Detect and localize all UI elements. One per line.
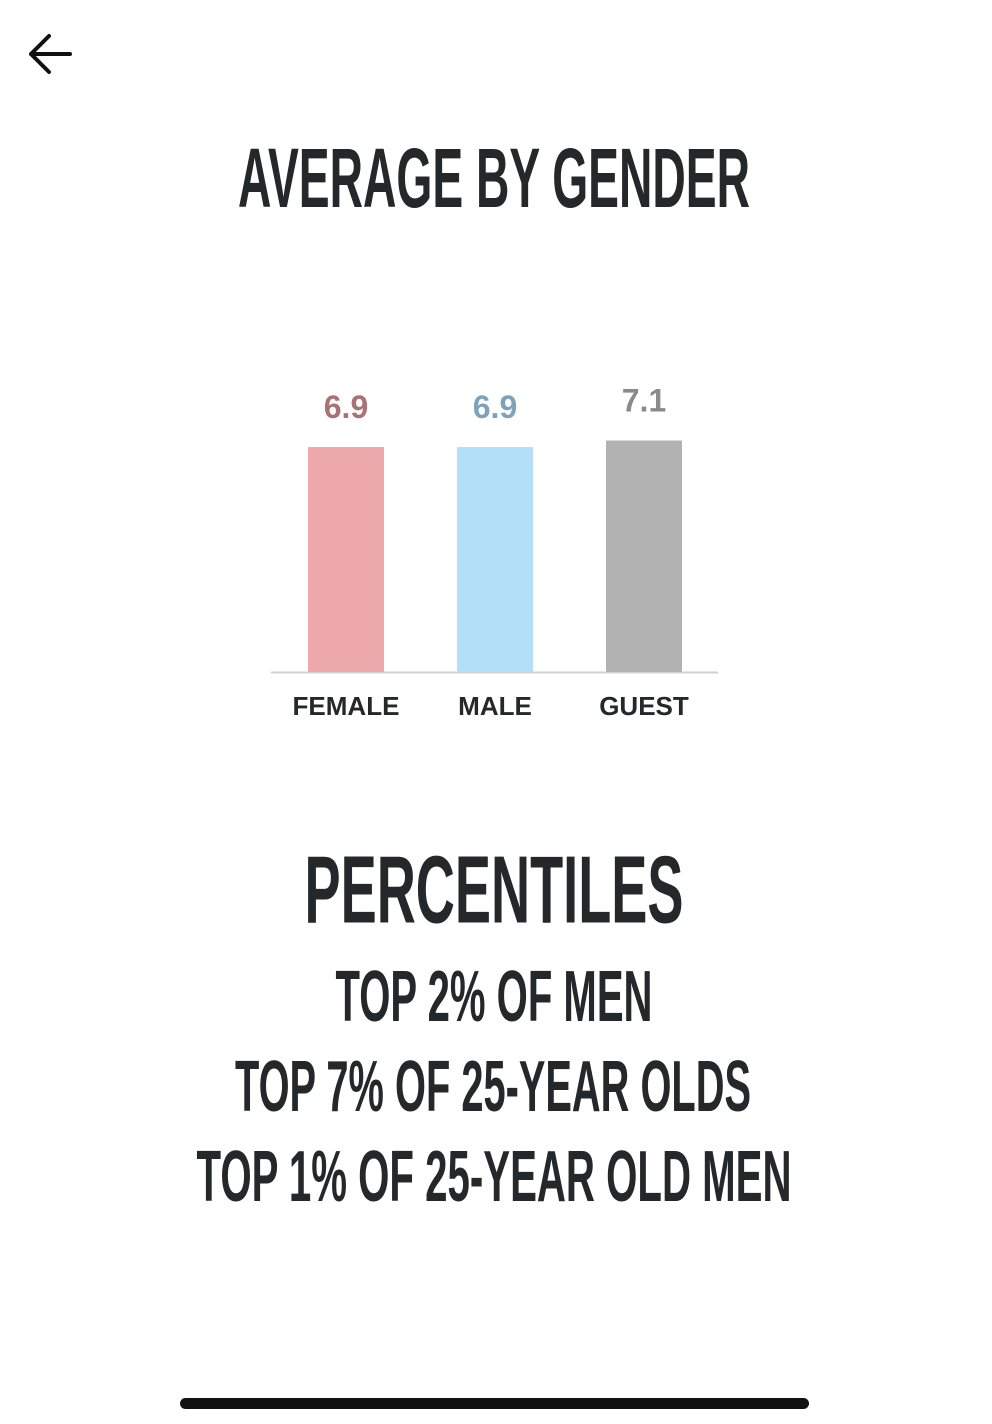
bar [606,440,682,672]
bar [308,447,384,672]
chart-title: AVERAGE BY GENDER [238,131,750,225]
x-tick-label: MALE [458,691,532,721]
value-label: 6.9 [324,389,368,425]
value-label: 7.1 [622,383,666,419]
home-indicator [180,1398,809,1409]
bar-chart: FEMALE 6.9 MALE 6.9 GUEST 7.1 [293,383,689,721]
percentile-line: TOP 1% OF 25-YEAR OLD MEN [197,1137,792,1217]
back-button[interactable] [20,26,76,82]
percentile-line: TOP 2% OF MEN [336,957,653,1037]
percentile-line: TOP 7% OF 25-YEAR OLDS [235,1047,751,1127]
bar [457,447,533,672]
x-tick-label: GUEST [599,691,689,721]
value-label: 6.9 [473,389,517,425]
back-arrow[interactable] [29,34,72,74]
x-tick-label: FEMALE [293,691,400,721]
percentiles-title: PERCENTILES [305,837,684,944]
